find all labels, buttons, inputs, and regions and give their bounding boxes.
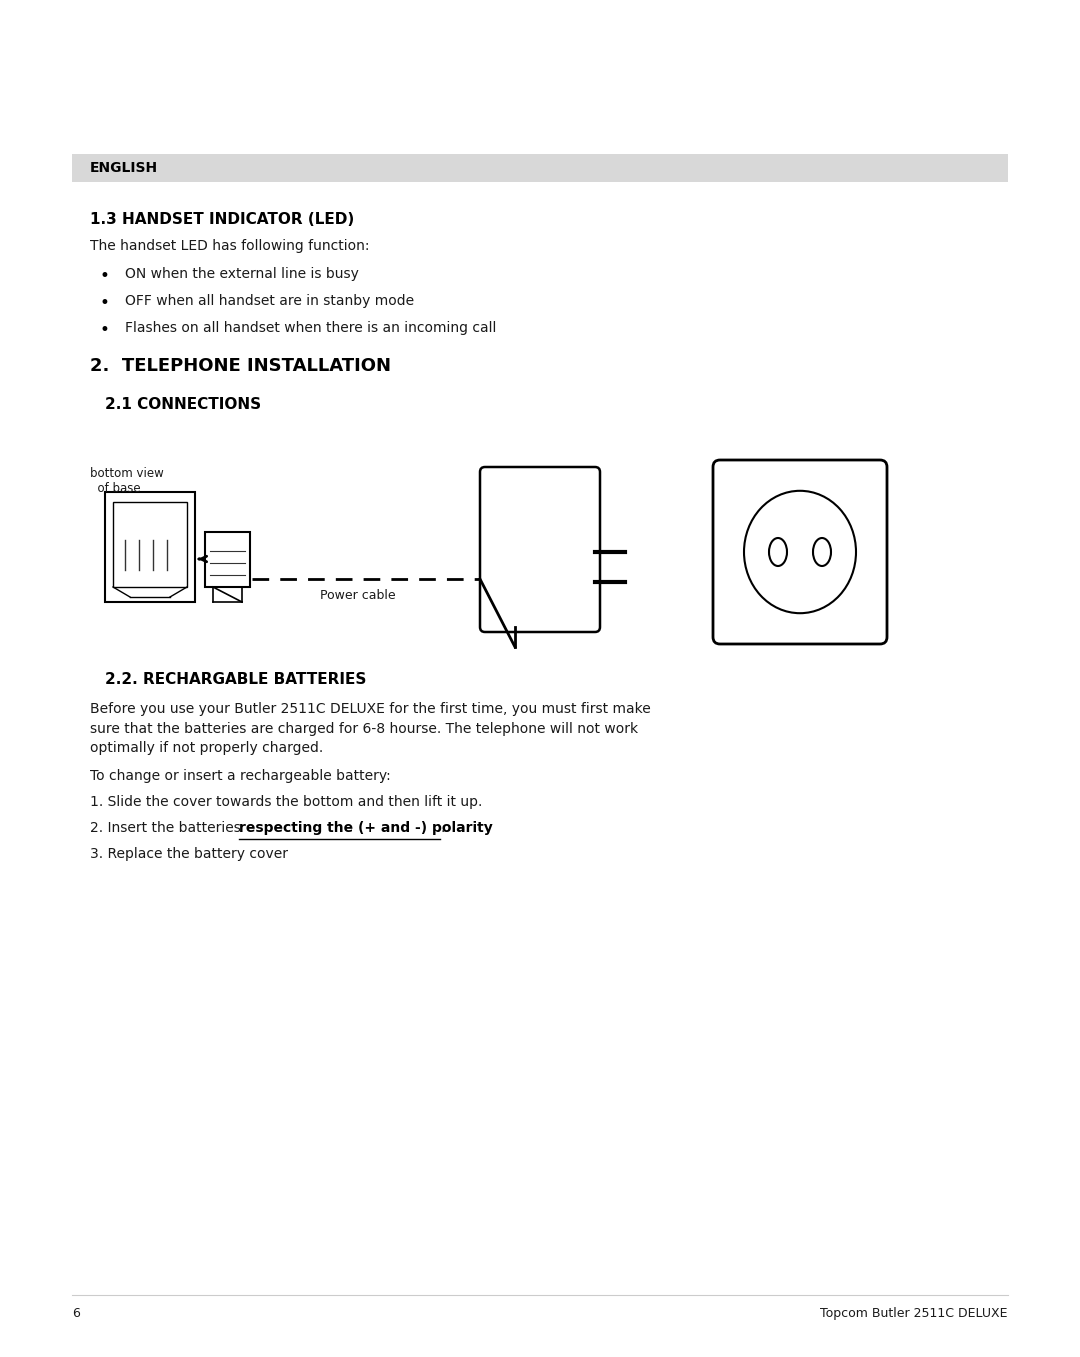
FancyBboxPatch shape (713, 460, 887, 645)
Text: Before you use your Butler 2511C DELUXE for the first time, you must first make
: Before you use your Butler 2511C DELUXE … (90, 702, 651, 754)
FancyBboxPatch shape (480, 467, 600, 632)
Text: •: • (100, 322, 110, 339)
Text: To change or insert a rechargeable battery:: To change or insert a rechargeable batte… (90, 769, 391, 783)
Text: respecting the (+ and -) polarity: respecting the (+ and -) polarity (239, 821, 492, 835)
FancyBboxPatch shape (113, 502, 187, 588)
Ellipse shape (744, 491, 856, 613)
Ellipse shape (769, 537, 787, 566)
Text: 1.3 HANDSET INDICATOR (LED): 1.3 HANDSET INDICATOR (LED) (90, 212, 354, 227)
Text: 2.2. RECHARGABLE BATTERIES: 2.2. RECHARGABLE BATTERIES (105, 672, 366, 687)
Text: 2.1 CONNECTIONS: 2.1 CONNECTIONS (105, 398, 261, 413)
Text: OFF when all handset are in stanby mode: OFF when all handset are in stanby mode (125, 294, 414, 308)
Text: Power cable: Power cable (320, 589, 395, 603)
Text: 6: 6 (72, 1307, 80, 1320)
Text: Topcom Butler 2511C DELUXE: Topcom Butler 2511C DELUXE (821, 1307, 1008, 1320)
Text: 2. Insert the batteries: 2. Insert the batteries (90, 821, 245, 835)
Ellipse shape (813, 537, 831, 566)
Text: Flashes on all handset when there is an incoming call: Flashes on all handset when there is an … (125, 322, 497, 335)
FancyBboxPatch shape (105, 493, 195, 603)
Text: 3. Replace the battery cover: 3. Replace the battery cover (90, 847, 288, 860)
Text: •: • (100, 267, 110, 285)
Text: 2.  TELEPHONE INSTALLATION: 2. TELEPHONE INSTALLATION (90, 357, 391, 375)
FancyBboxPatch shape (205, 532, 249, 588)
Text: ENGLISH: ENGLISH (90, 161, 158, 175)
Text: •: • (100, 294, 110, 312)
FancyBboxPatch shape (72, 153, 1008, 182)
Text: 1. Slide the cover towards the bottom and then lift it up.: 1. Slide the cover towards the bottom an… (90, 795, 483, 809)
Text: bottom view
  of base: bottom view of base (90, 467, 164, 495)
Text: The handset LED has following function:: The handset LED has following function: (90, 239, 369, 252)
Text: ON when the external line is busy: ON when the external line is busy (125, 267, 359, 281)
Text: .: . (441, 821, 445, 835)
